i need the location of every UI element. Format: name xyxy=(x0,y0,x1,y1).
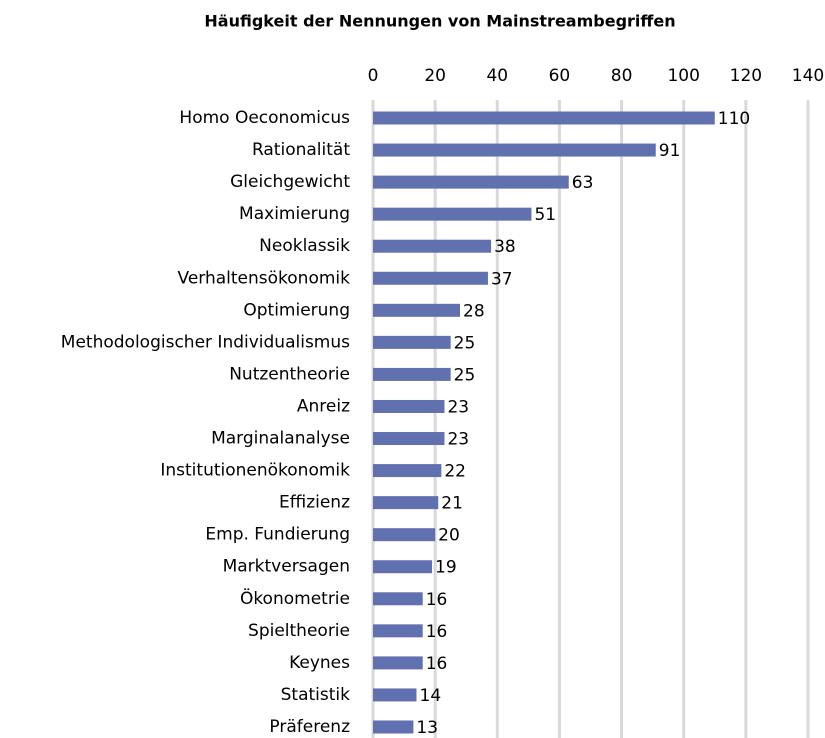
x-tick-label: 60 xyxy=(549,66,571,86)
y-tick-label: Spieltheorie xyxy=(248,621,350,641)
bar xyxy=(373,239,492,253)
data-label: 37 xyxy=(491,269,513,289)
data-label: 21 xyxy=(441,494,463,514)
x-tick-label: 140 xyxy=(792,66,824,86)
data-label: 51 xyxy=(534,205,556,225)
bar xyxy=(373,399,445,413)
bar xyxy=(373,271,488,285)
y-tick-label: Emp. Fundierung xyxy=(205,525,350,545)
y-tick-label: Gleichgewicht xyxy=(230,172,350,192)
data-label: 25 xyxy=(454,333,476,353)
data-label: 16 xyxy=(426,622,448,642)
y-tick-label: Rationalität xyxy=(252,140,350,160)
x-tick-label: 0 xyxy=(368,66,379,86)
bar xyxy=(373,720,414,734)
y-tick-label: Nutzentheorie xyxy=(229,364,350,384)
data-label: 19 xyxy=(435,558,457,578)
data-label: 38 xyxy=(494,237,516,257)
bar xyxy=(373,175,569,189)
data-label: 63 xyxy=(572,173,594,193)
data-label: 23 xyxy=(447,397,469,417)
data-label: 16 xyxy=(426,590,448,610)
bar xyxy=(373,496,439,510)
x-tick-label: 100 xyxy=(667,66,699,86)
data-label: 23 xyxy=(447,430,469,450)
bar xyxy=(373,111,715,125)
y-tick-label: Methodologischer Individualismus xyxy=(61,332,350,352)
bar xyxy=(373,624,423,638)
y-tick-label: Präferenz xyxy=(269,717,350,737)
y-tick-label: Ökonometrie xyxy=(240,587,350,609)
y-tick-label: Institutionenökonomik xyxy=(160,461,350,481)
x-tick-label: 120 xyxy=(730,66,762,86)
y-tick-label: Effizienz xyxy=(279,493,350,513)
chart-title: Häufigkeit der Nennungen von Mainstreamb… xyxy=(204,12,675,31)
data-label: 13 xyxy=(416,718,438,738)
bar xyxy=(373,528,436,542)
bar xyxy=(373,656,423,670)
data-label: 110 xyxy=(718,109,750,129)
data-label: 20 xyxy=(438,526,460,546)
bar xyxy=(373,335,451,349)
bar xyxy=(373,432,445,446)
y-tick-label: Marktversagen xyxy=(223,557,350,577)
y-tick-label: Homo Oeconomicus xyxy=(179,108,350,128)
data-label: 14 xyxy=(420,686,442,706)
bar xyxy=(373,367,451,381)
x-tick-label: 40 xyxy=(486,66,508,86)
y-tick-label: Maximierung xyxy=(239,204,350,224)
bar xyxy=(373,560,433,574)
x-tick-label: 80 xyxy=(611,66,633,86)
bar xyxy=(373,207,532,221)
y-tick-label: Keynes xyxy=(289,653,350,673)
bar xyxy=(373,592,423,606)
data-label: 22 xyxy=(444,462,466,482)
data-label: 25 xyxy=(454,365,476,385)
bar xyxy=(373,303,460,317)
y-tick-label: Marginalanalyse xyxy=(211,429,350,449)
y-tick-label: Neoklassik xyxy=(259,236,350,256)
bar xyxy=(373,464,442,478)
x-tick-label: 20 xyxy=(424,66,446,86)
y-tick-label: Optimierung xyxy=(243,300,350,320)
data-label: 28 xyxy=(463,301,485,321)
data-label: 16 xyxy=(426,654,448,674)
bar xyxy=(373,143,656,157)
data-label: 91 xyxy=(659,141,681,161)
y-tick-label: Statistik xyxy=(281,685,351,705)
bar xyxy=(373,688,417,702)
y-tick-label: Verhaltensökonomik xyxy=(178,268,351,288)
y-tick-label: Anreiz xyxy=(297,396,350,416)
